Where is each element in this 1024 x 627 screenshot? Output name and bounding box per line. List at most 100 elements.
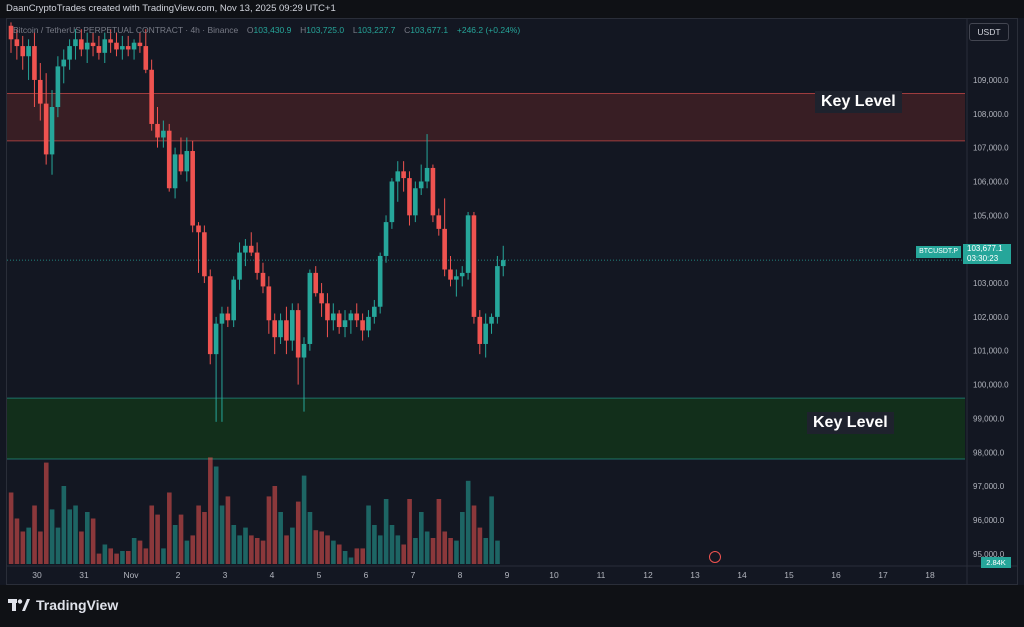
change-value: +246.2 (+0.24%): [456, 25, 521, 35]
volume-bar: [319, 531, 324, 564]
top-bar: DaanCryptoTrades created with TradingVie…: [0, 0, 1024, 18]
volume-bar: [108, 548, 114, 564]
volume-bar: [120, 551, 125, 564]
open-value: 103,430.9: [253, 25, 292, 35]
candle-body: [266, 286, 272, 321]
price-tick-label: 109,000.0: [973, 76, 1009, 85]
candle-body: [442, 228, 447, 270]
candle-body: [67, 46, 72, 60]
candle-body: [284, 320, 289, 341]
time-tick-label: 12: [643, 570, 653, 580]
volume-bar: [49, 509, 55, 564]
volume-bar: [90, 518, 96, 564]
volume-bar: [495, 540, 500, 564]
currency-selector-button[interactable]: USDT: [969, 23, 1009, 41]
candle-body: [483, 323, 488, 344]
candle-body: [331, 313, 336, 321]
candle-body: [207, 276, 213, 355]
candle-body: [43, 103, 49, 155]
symbol-legend[interactable]: Bitcoin / TetherUS PERPETUAL CONTRACT · …: [13, 25, 520, 35]
volume-bar: [213, 466, 219, 564]
candle-body: [149, 69, 154, 124]
time-tick-label: 3: [223, 570, 228, 580]
candle-body: [424, 167, 430, 182]
volume-bar: [284, 535, 289, 564]
time-tick-label: 31: [79, 570, 89, 580]
volume-bar: [307, 512, 313, 564]
volume-bar: [471, 505, 477, 564]
candle-body: [172, 154, 178, 189]
candle-body: [289, 310, 295, 341]
low-value: 103,227.7: [357, 25, 396, 35]
candle-body: [178, 154, 184, 172]
candle-body: [243, 245, 248, 253]
candle-body: [143, 46, 149, 70]
time-tick-label: 30: [32, 570, 42, 580]
candle-body: [166, 130, 172, 189]
volume-bar: [489, 496, 494, 564]
footer: TradingView: [0, 585, 1024, 627]
candle-body: [278, 320, 283, 338]
volume-bar: [342, 551, 348, 564]
candle-body: [500, 260, 506, 267]
candle-body: [155, 123, 160, 138]
volume-bar: [372, 525, 377, 564]
volume-bar: [131, 538, 137, 564]
time-tick-label: 6: [364, 570, 369, 580]
volume-bar: [360, 548, 365, 564]
candle-body: [38, 79, 43, 104]
time-tick-label: 13: [690, 570, 700, 580]
candle-body: [8, 25, 14, 40]
volume-bar: [84, 512, 90, 564]
price-tick-label: 101,000.0: [973, 347, 1009, 356]
time-tick-label: 16: [831, 570, 841, 580]
volume-bar: [254, 538, 260, 564]
candle-body: [336, 313, 342, 328]
candle-body: [26, 46, 31, 57]
replay-icon[interactable]: [709, 551, 721, 563]
candlestick-chart[interactable]: 109,000.0 108,000.0 107,000.0 106,000.0 105,…: [7, 19, 1017, 584]
price-tick-label: 98,000.0: [973, 448, 1005, 457]
volume-bar: [249, 535, 254, 564]
volume-bar: [178, 514, 184, 564]
volume-bar: [155, 514, 160, 564]
candle-body: [360, 320, 365, 331]
volume-bar: [55, 527, 61, 564]
candle-body: [489, 316, 494, 324]
volume-bar: [260, 540, 266, 564]
volume-bar: [225, 496, 231, 564]
candle-body: [372, 306, 377, 317]
chart-area[interactable]: Bitcoin / TetherUS PERPETUAL CONTRACT · …: [6, 18, 1018, 585]
candle-body: [49, 107, 55, 155]
candle-body: [436, 215, 442, 229]
candle-body: [459, 272, 465, 277]
volume-value-badge: 2.84K: [981, 557, 1011, 568]
price-tick-label: 105,000.0: [973, 211, 1009, 220]
volume-bar: [8, 492, 14, 564]
time-tick-label: 10: [549, 570, 559, 580]
candle-body: [20, 46, 26, 57]
volume-bar: [67, 509, 72, 564]
candle-body: [354, 313, 360, 321]
volume-bar: [407, 499, 412, 564]
volume-bar: [243, 527, 248, 564]
candle-body: [465, 215, 471, 273]
candle-body: [196, 225, 201, 233]
symbol-description[interactable]: Bitcoin / TetherUS PERPETUAL CONTRACT · …: [13, 25, 239, 35]
candle-body: [430, 167, 436, 216]
volume-bar: [436, 499, 442, 564]
volume-bar: [196, 505, 201, 564]
volume-bar: [336, 544, 342, 564]
volume-bar: [419, 512, 424, 564]
time-tick-label: 14: [737, 570, 747, 580]
volume-bar: [114, 553, 119, 564]
candle-body: [307, 272, 313, 344]
candle-body: [84, 42, 90, 50]
volume-bar: [126, 551, 131, 564]
tradingview-logo[interactable]: TradingView: [8, 597, 118, 613]
price-tick-label: 97,000.0: [973, 482, 1005, 491]
candle-body: [348, 313, 354, 321]
candle-body: [219, 313, 225, 324]
volume-bar: [137, 540, 143, 564]
candle-body: [90, 42, 96, 47]
